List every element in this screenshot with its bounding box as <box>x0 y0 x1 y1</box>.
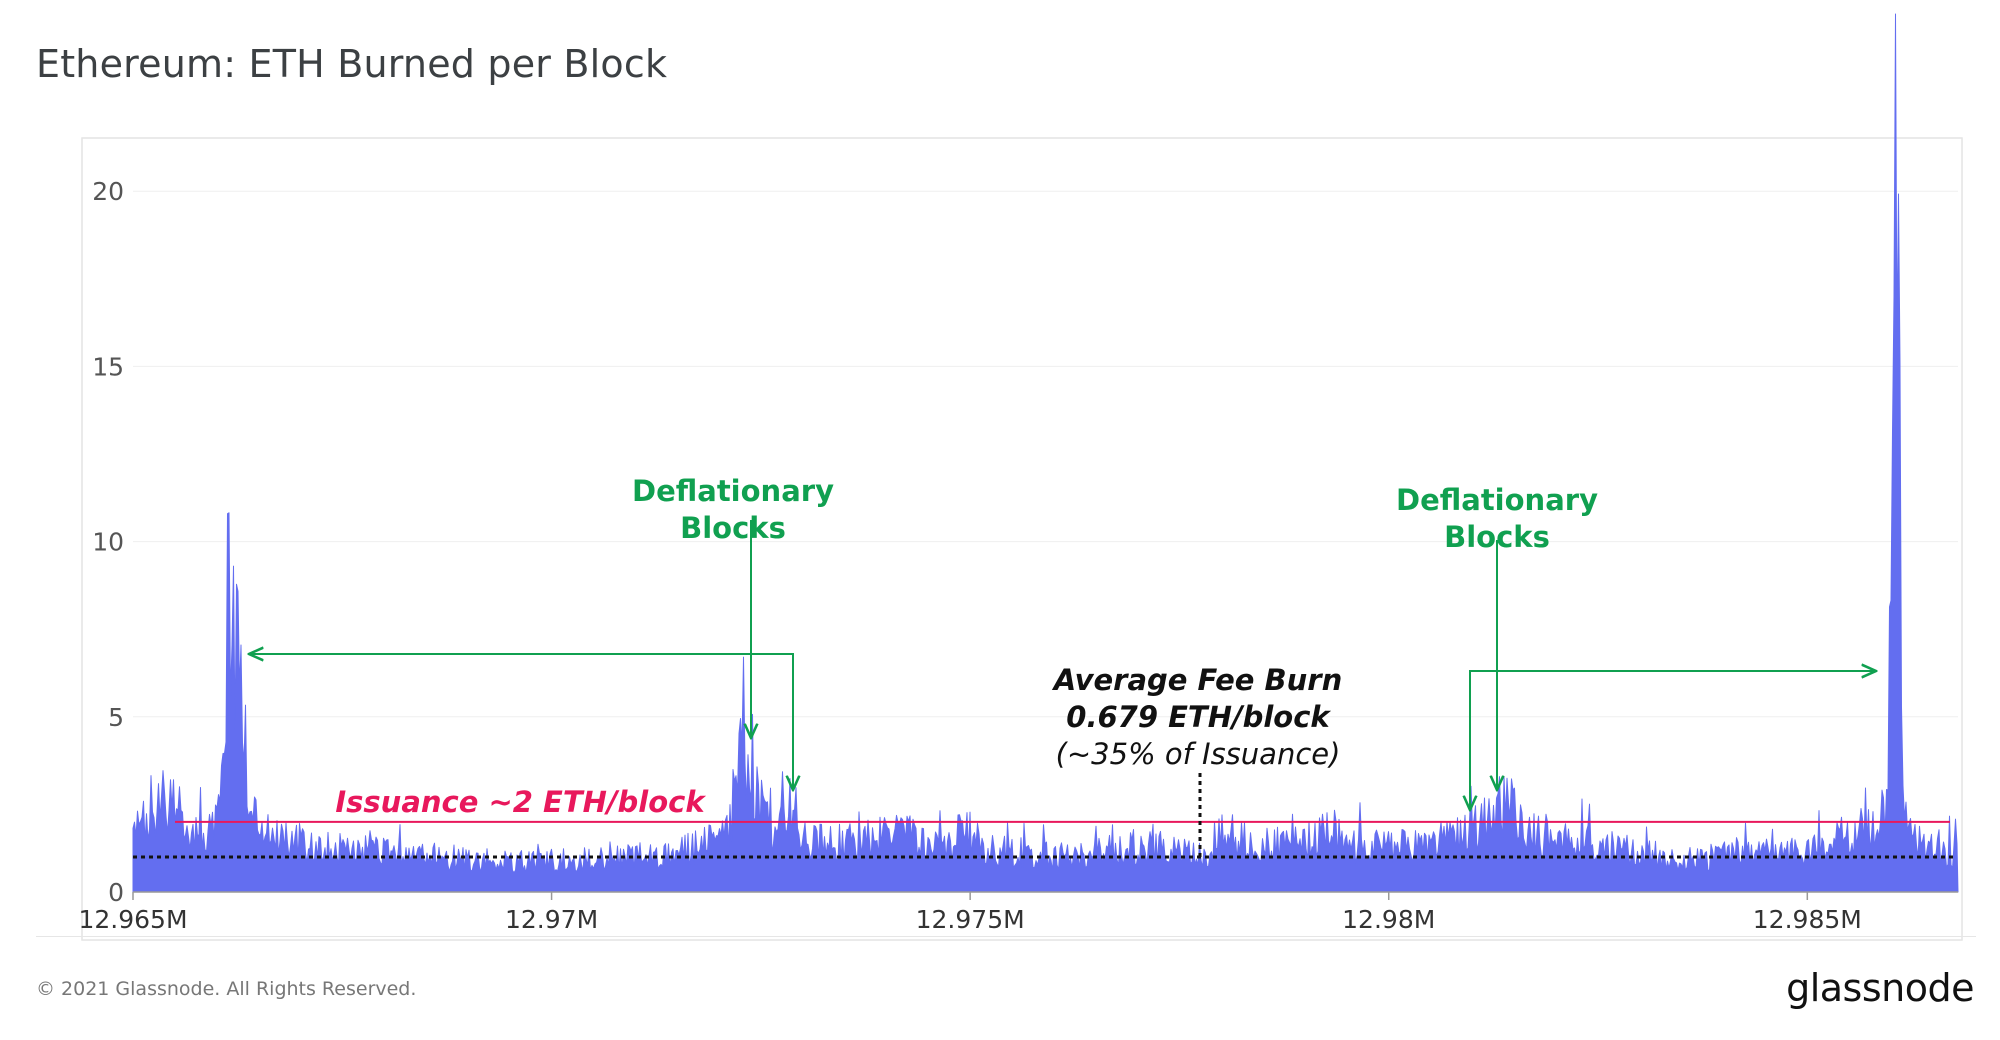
y-tick-label: 5 <box>108 703 124 732</box>
page-title: Ethereum: ETH Burned per Block <box>36 42 668 86</box>
x-tick-label: 12.975M <box>916 905 1025 934</box>
average-fee-value: 0.679 ETH/block <box>1066 700 1331 734</box>
copyright-text: © 2021 Glassnode. All Rights Reserved. <box>36 978 417 1000</box>
deflationary-left-label-2: Blocks <box>680 511 786 545</box>
annotations: Issuance ~2 ETH/block Average Fee Burn0.6… <box>249 474 1876 819</box>
plot-frame <box>81 137 1963 941</box>
footer-divider <box>36 936 1976 937</box>
deflationary-right-label-1: Deflationary <box>1396 483 1598 517</box>
deflationary-left-label-1: Deflationary <box>632 474 834 508</box>
x-tick-label: 12.965M <box>78 905 187 934</box>
x-tick-label: 12.985M <box>1753 905 1862 934</box>
arrow-left-bracket <box>249 654 793 790</box>
arrow-right-bracket <box>1470 671 1876 810</box>
glassnode-logo: glassnode <box>1786 966 1974 1010</box>
issuance-label: Issuance ~2 ETH/block <box>335 785 706 819</box>
average-fee-note: (~35% of Issuance) <box>1056 737 1341 771</box>
y-tick-label: 20 <box>92 177 124 206</box>
y-tick-label: 10 <box>92 528 124 557</box>
grid <box>133 190 1958 718</box>
x-tick-label: 12.98M <box>1342 905 1435 934</box>
axes: 0 5 10 15 20 12.965M 12.97M 12.975M 12.98M 12.985… <box>78 177 1958 934</box>
y-tick-label: 0 <box>108 878 124 907</box>
reference-lines <box>133 773 1955 859</box>
x-tick-label: 12.97M <box>505 905 598 934</box>
y-tick-label: 15 <box>92 352 124 381</box>
series-area-path <box>132 13 1959 893</box>
series-area <box>132 13 1959 893</box>
average-fee-title: Average Fee Burn <box>1052 663 1343 697</box>
